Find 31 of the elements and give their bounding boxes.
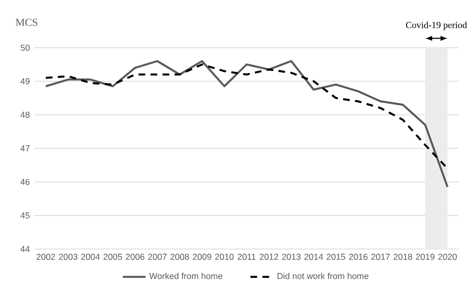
x-tick-label: 2014 [304,254,323,260]
x-tick-label: 2006 [126,254,144,260]
x-tick-label: 2020 [438,254,457,260]
x-tick-label: 2007 [148,254,167,260]
legend-label: Did not work from home [278,272,368,280]
legend-label: Worked from home [149,272,222,280]
band-label: Covid-19 period [406,22,467,30]
x-tick-label: 2013 [282,254,301,260]
y-tick-label: 49 [20,78,30,84]
y-tick-label: 48 [20,112,30,118]
y-tick-label: 46 [20,178,30,185]
line-series [44,60,449,188]
x-tick-label: 2011 [238,254,256,260]
y-tick-label: 44 [20,246,30,252]
y-tick-label: 47 [20,145,30,152]
x-tick-label: 2012 [260,254,278,260]
x-tick-label: 2016 [349,254,368,260]
y-tick-label: 50 [20,44,30,51]
y-tick-label: 45 [20,212,30,218]
x-tick-label: 2008 [170,254,189,260]
x-tick-label: 2017 [371,254,390,260]
x-tick-label: 2019 [416,254,434,260]
x-tick-label: 2005 [104,254,122,260]
x-tick-label: 2004 [81,254,100,260]
x-tick-label: 2015 [326,254,346,260]
x-tick-label: 2003 [58,254,78,260]
x-tick-label: 2002 [36,254,56,260]
x-tick-label: 2018 [394,254,412,260]
y-axis-title: MCS [16,18,38,26]
x-tick-label: 2009 [192,254,212,260]
x-tick-label: 2010 [215,254,234,260]
